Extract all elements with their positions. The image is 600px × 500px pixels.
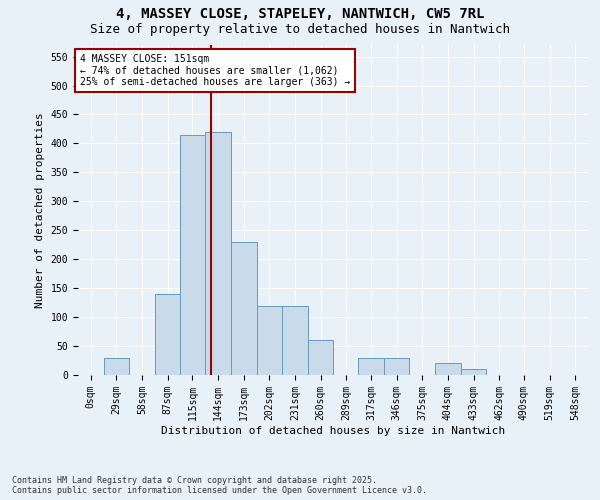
Bar: [205, 132, 231, 375]
X-axis label: Distribution of detached houses by size in Nantwich: Distribution of detached houses by size …: [161, 426, 505, 436]
Bar: [257, 306, 282, 375]
Bar: [231, 242, 257, 375]
Bar: [179, 134, 205, 375]
Text: 4 MASSEY CLOSE: 151sqm
← 74% of detached houses are smaller (1,062)
25% of semi-: 4 MASSEY CLOSE: 151sqm ← 74% of detached…: [80, 54, 350, 87]
Bar: [384, 358, 409, 375]
Bar: [155, 294, 181, 375]
Text: Size of property relative to detached houses in Nantwich: Size of property relative to detached ho…: [90, 22, 510, 36]
Bar: [104, 358, 129, 375]
Y-axis label: Number of detached properties: Number of detached properties: [35, 112, 45, 308]
Text: Contains HM Land Registry data © Crown copyright and database right 2025.
Contai: Contains HM Land Registry data © Crown c…: [12, 476, 427, 495]
Bar: [435, 364, 461, 375]
Bar: [461, 369, 487, 375]
Bar: [358, 358, 384, 375]
Bar: [282, 306, 308, 375]
Bar: [308, 340, 334, 375]
Text: 4, MASSEY CLOSE, STAPELEY, NANTWICH, CW5 7RL: 4, MASSEY CLOSE, STAPELEY, NANTWICH, CW5…: [116, 8, 484, 22]
